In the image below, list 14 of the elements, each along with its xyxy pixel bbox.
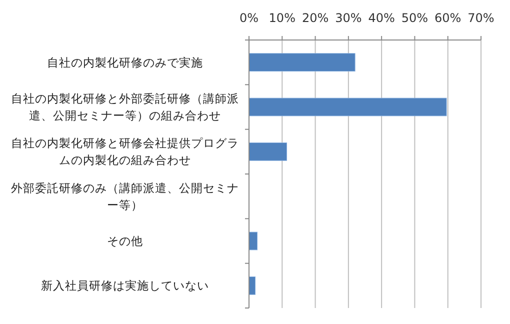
y-tick-label: 新入社員研修は実施していない <box>41 278 209 293</box>
x-tick-label: 20% <box>302 11 329 25</box>
y-tick-label: 外部委託研修のみ（講師派遣、公開セミナー等） <box>11 180 239 212</box>
x-tick-label: 60% <box>434 11 462 25</box>
x-tick-label: 70% <box>468 11 494 25</box>
y-tick-label: 自社の内製化研修と研修会社提供プログラムの内製化の組み合わせ <box>11 136 239 168</box>
x-tick-label: 10% <box>268 11 296 25</box>
x-tick-label: 30% <box>335 11 362 25</box>
y-tick-label: 自社の内製化研修のみで実施 <box>47 55 203 70</box>
x-tick-label: 40% <box>368 11 395 25</box>
x-tick-label: 0% <box>239 11 259 25</box>
y-tick-label: 自社の内製化研修と外部委託研修（講師派遣、公開セミナー等）の組み合わせ <box>11 92 239 123</box>
y-tick-label: その他 <box>107 234 143 248</box>
x-tick-label: 50% <box>401 11 428 25</box>
